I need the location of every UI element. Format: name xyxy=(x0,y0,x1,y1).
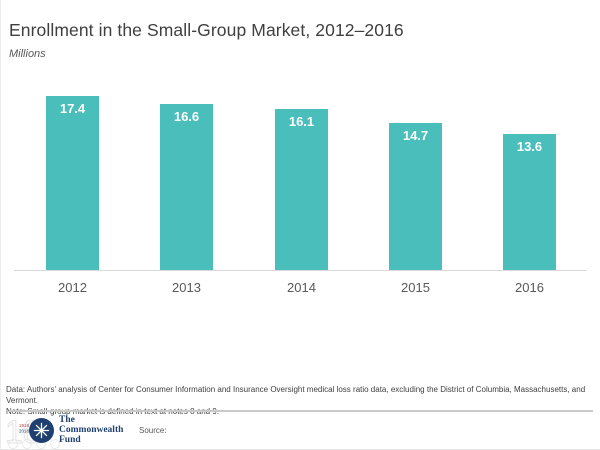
bar-2014: 16.1 xyxy=(275,109,328,270)
bar-2016: 13.6 xyxy=(503,134,556,270)
source-label: Source: xyxy=(139,426,167,435)
snowflake-icon xyxy=(33,422,50,439)
x-tick-label-2016: 2016 xyxy=(515,280,544,295)
org-name-line: Fund xyxy=(59,435,81,445)
data-note: Data: Authors' analysis of Center for Co… xyxy=(6,385,586,405)
footer-logo-area: 10 1918 2018 xyxy=(1,412,600,449)
x-axis-line xyxy=(14,270,587,271)
x-axis-labels: 2012 2013 2014 2015 2016 xyxy=(1,0,600,300)
x-tick-label-2014: 2014 xyxy=(287,280,316,295)
bar-chart: 17.4 16.6 16.1 14.7 13.6 2012 2013 2014 2015 201… xyxy=(1,0,600,300)
bars-container: 17.4 16.6 16.1 14.7 13.6 xyxy=(1,0,600,270)
bar-2012: 17.4 xyxy=(46,96,99,270)
org-name: The Commonwealth Fund xyxy=(59,415,123,445)
bar-value-label: 13.6 xyxy=(516,139,543,154)
bar-2013: 16.6 xyxy=(160,104,213,270)
svg-text:1918: 1918 xyxy=(19,423,30,428)
x-tick-label-2012: 2012 xyxy=(58,280,87,295)
org-name-line: The xyxy=(59,415,75,425)
bar-value-label: 16.6 xyxy=(173,109,200,124)
footer-divider xyxy=(9,410,593,412)
svg-text:2018: 2018 xyxy=(19,429,30,434)
bar-value-label: 16.1 xyxy=(288,114,315,129)
chart-title: Enrollment in the Small-Group Market, 20… xyxy=(9,20,404,40)
bar-value-label: 17.4 xyxy=(59,101,86,116)
bar-2015: 14.7 xyxy=(389,123,442,270)
commonwealth-fund-logo xyxy=(29,418,54,443)
x-tick-label-2013: 2013 xyxy=(172,280,201,295)
x-tick-label-2015: 2015 xyxy=(401,280,430,295)
chart-units-label: Millions xyxy=(9,48,46,60)
org-name-line: Commonwealth xyxy=(59,425,124,435)
bar-value-label: 14.7 xyxy=(402,128,429,143)
